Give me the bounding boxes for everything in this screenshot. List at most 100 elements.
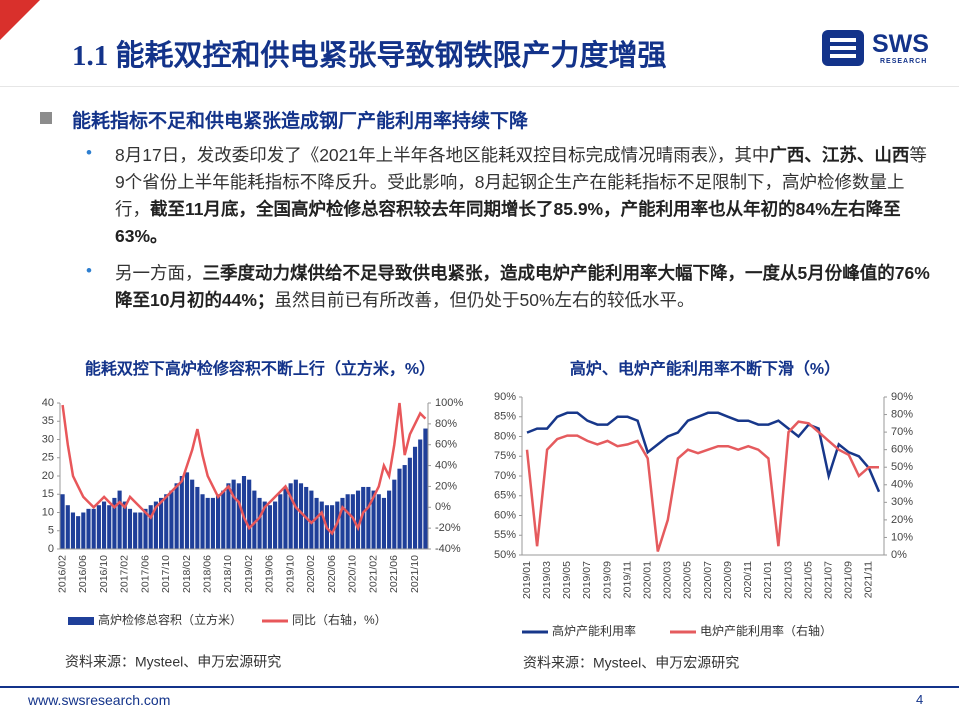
logo-stripe xyxy=(830,46,856,50)
logo-subtext: RESEARCH xyxy=(880,58,928,65)
bar xyxy=(143,508,148,549)
x-tick-label: 2016/10 xyxy=(98,555,110,593)
x-tick-label: 2019/07 xyxy=(581,561,593,599)
bar xyxy=(96,505,101,549)
bullet-text: 8月17日，发改委印发了《2021年上半年各地区能耗双控目标完成情况晴雨表》，其… xyxy=(115,142,930,250)
footer-rule xyxy=(0,686,959,688)
bar xyxy=(293,479,298,549)
y-tick-label: 65% xyxy=(494,490,516,502)
bullet-text: 另一方面，三季度动力煤供给不足导致供电紧张，造成电炉产能利用率大幅下降，一度从5… xyxy=(115,260,930,314)
bar xyxy=(423,428,428,549)
bar xyxy=(402,465,407,549)
heading-marker xyxy=(40,112,52,124)
x-tick-label: 2021/06 xyxy=(388,555,400,593)
text-run: 虽然目前已有所改善，但仍处于50%左右的较低水平。 xyxy=(274,290,695,310)
bar xyxy=(221,490,226,549)
x-tick-label: 2017/10 xyxy=(160,555,172,593)
bar xyxy=(86,508,91,549)
bar xyxy=(252,490,257,549)
bar xyxy=(330,505,335,549)
bullet-dot: • xyxy=(86,143,92,162)
y-tick-label: 90% xyxy=(494,391,516,403)
bar xyxy=(174,483,179,549)
bar xyxy=(345,494,350,549)
bar xyxy=(91,508,96,549)
y-tick-label: 80% xyxy=(494,430,516,442)
y-tick-label: 55% xyxy=(494,529,516,541)
x-tick-label: 2020/10 xyxy=(347,555,359,593)
logo-stripe xyxy=(830,38,856,42)
bar xyxy=(138,512,143,549)
y-tick-label: 20 xyxy=(42,470,54,482)
bar xyxy=(179,476,184,549)
line-series xyxy=(525,420,879,552)
bar xyxy=(267,505,272,549)
y2-tick-label: 40% xyxy=(891,479,913,491)
legend-label: 高炉检修总容积（立方米） xyxy=(98,612,242,627)
y2-tick-label: 80% xyxy=(435,418,457,430)
x-tick-label: 2016/06 xyxy=(77,555,89,593)
y-tick-label: 30 xyxy=(42,433,54,445)
x-tick-label: 2021/02 xyxy=(367,555,379,593)
bar xyxy=(107,505,112,549)
bar xyxy=(273,501,278,549)
bar xyxy=(407,457,412,549)
x-tick-label: 2017/06 xyxy=(139,555,151,593)
x-tick-label: 2021/07 xyxy=(822,561,834,599)
header-rule xyxy=(0,86,959,87)
bar xyxy=(70,512,76,549)
x-tick-label: 2019/10 xyxy=(284,555,296,593)
y-tick-label: 70% xyxy=(494,470,516,482)
bar xyxy=(298,483,304,549)
y-tick-label: 35 xyxy=(42,415,54,427)
bar xyxy=(148,505,153,549)
chart-title: 能耗双控下高炉检修容积不断上行（立方米，%） xyxy=(85,359,435,378)
y2-tick-label: 80% xyxy=(891,408,913,420)
x-tick-label: 2019/09 xyxy=(601,561,613,599)
x-tick-label: 2019/03 xyxy=(541,561,553,599)
bar xyxy=(314,497,319,549)
y2-tick-label: 60% xyxy=(891,444,913,456)
y2-tick-label: 0% xyxy=(435,501,451,513)
bar xyxy=(205,497,210,549)
text-run: 截至11月底，全国高炉检修总容积较去年同期增长了85.9%，产能利用率也从年初的… xyxy=(115,199,901,246)
y2-tick-label: 20% xyxy=(891,514,913,526)
page-number: 4 xyxy=(916,692,924,707)
y-tick-label: 60% xyxy=(494,509,516,521)
y2-tick-label: 20% xyxy=(435,480,457,492)
bar xyxy=(127,508,133,549)
y-tick-label: 25 xyxy=(42,452,54,464)
y-tick-label: 0 xyxy=(48,543,54,555)
legend-label: 同比（右轴，%） xyxy=(292,612,387,627)
text-run: 8月17日，发改委印发了《2021年上半年各地区能耗双控目标完成情况晴雨表》，其… xyxy=(115,145,770,165)
x-tick-label: 2021/01 xyxy=(762,561,774,599)
bar xyxy=(309,490,314,549)
bar xyxy=(257,497,262,549)
x-tick-label: 2021/10 xyxy=(409,555,421,593)
bar xyxy=(236,483,241,549)
x-tick-label: 2018/06 xyxy=(201,555,213,593)
line-series xyxy=(526,411,881,493)
x-tick-label: 2019/01 xyxy=(521,561,533,599)
bar xyxy=(210,497,215,549)
bar xyxy=(350,494,355,549)
bar xyxy=(231,479,236,549)
bar xyxy=(412,446,418,549)
x-tick-label: 2019/11 xyxy=(621,561,633,598)
x-tick-label: 2020/05 xyxy=(682,561,694,599)
y2-tick-label: 70% xyxy=(891,426,913,438)
legend-label: 电炉产能利用率（右轴） xyxy=(700,623,832,638)
y-tick-label: 5 xyxy=(48,525,54,537)
bar xyxy=(387,490,392,549)
x-tick-label: 2021/05 xyxy=(802,561,814,599)
corner-accent xyxy=(0,0,40,40)
bar xyxy=(371,490,376,549)
x-tick-label: 2019/05 xyxy=(561,561,573,599)
x-tick-label: 2020/09 xyxy=(722,561,734,599)
text-run: 广西、江苏、山西 xyxy=(769,145,910,165)
bar xyxy=(319,501,324,549)
bar xyxy=(283,486,288,549)
y-tick-label: 10 xyxy=(42,506,54,518)
slide-title: 1.1 能耗双控和供电紧张导致钢铁限产力度增强 xyxy=(72,40,667,72)
y2-tick-label: 10% xyxy=(891,531,913,543)
